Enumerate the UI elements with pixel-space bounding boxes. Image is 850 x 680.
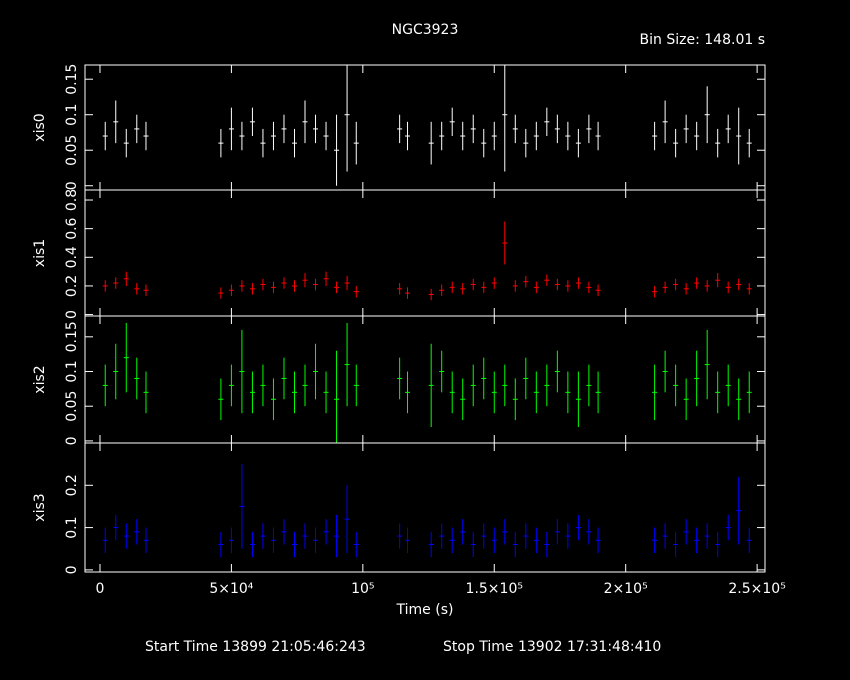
y-tick-label: 0: [64, 436, 80, 445]
series: [102, 65, 752, 186]
x-tick-label: 0: [96, 581, 105, 597]
y-tick-label: 0.05: [64, 391, 80, 422]
panel-frame: [84, 315, 766, 444]
y-axis-label: xis3: [32, 493, 48, 521]
y-tick-label: 0.05: [64, 135, 80, 166]
x-tick-label: 2×10⁵: [604, 581, 648, 597]
y-axis-label: xis2: [32, 365, 48, 393]
x-tick-label: 5×10⁴: [209, 581, 253, 597]
y-tick-label: 0.15: [64, 321, 80, 352]
y-tick-label: 0: [64, 181, 80, 190]
x-axis-label: Time (s): [396, 602, 454, 618]
x-tick-label: 10⁵: [351, 581, 374, 597]
x-tick-label: 1.5×10⁵: [466, 581, 523, 597]
panel-frame: [84, 442, 766, 573]
y-tick-label: 0: [64, 310, 80, 319]
bin-size: Bin Size: 148.01 s: [640, 32, 765, 48]
panel-frame: [84, 64, 766, 191]
series: [102, 221, 752, 301]
y-tick-label: 0.1: [64, 516, 80, 538]
series: [102, 322, 752, 443]
stop-time: Stop Time 13902 17:31:48:410: [443, 639, 661, 655]
panel-frame: [84, 189, 766, 317]
chart-title: NGC3923: [392, 22, 459, 38]
y-axis-label: xis1: [32, 239, 48, 267]
x-tick-label: 2.5×10⁵: [728, 581, 785, 597]
start-time: Start Time 13899 21:05:46:243: [145, 639, 366, 655]
y-axis-label: xis0: [32, 113, 48, 141]
y-tick-label: 0.6: [64, 217, 80, 239]
series: [102, 464, 752, 558]
y-tick-label: 0.15: [64, 64, 80, 95]
y-tick-label: 0.8: [64, 189, 80, 211]
y-tick-label: 0.2: [64, 275, 80, 297]
y-tick-label: 0.1: [64, 360, 80, 382]
y-tick-label: 0.4: [64, 246, 80, 268]
y-tick-label: 0: [64, 565, 80, 574]
y-tick-label: 0.1: [64, 104, 80, 126]
y-tick-label: 0.2: [64, 474, 80, 496]
